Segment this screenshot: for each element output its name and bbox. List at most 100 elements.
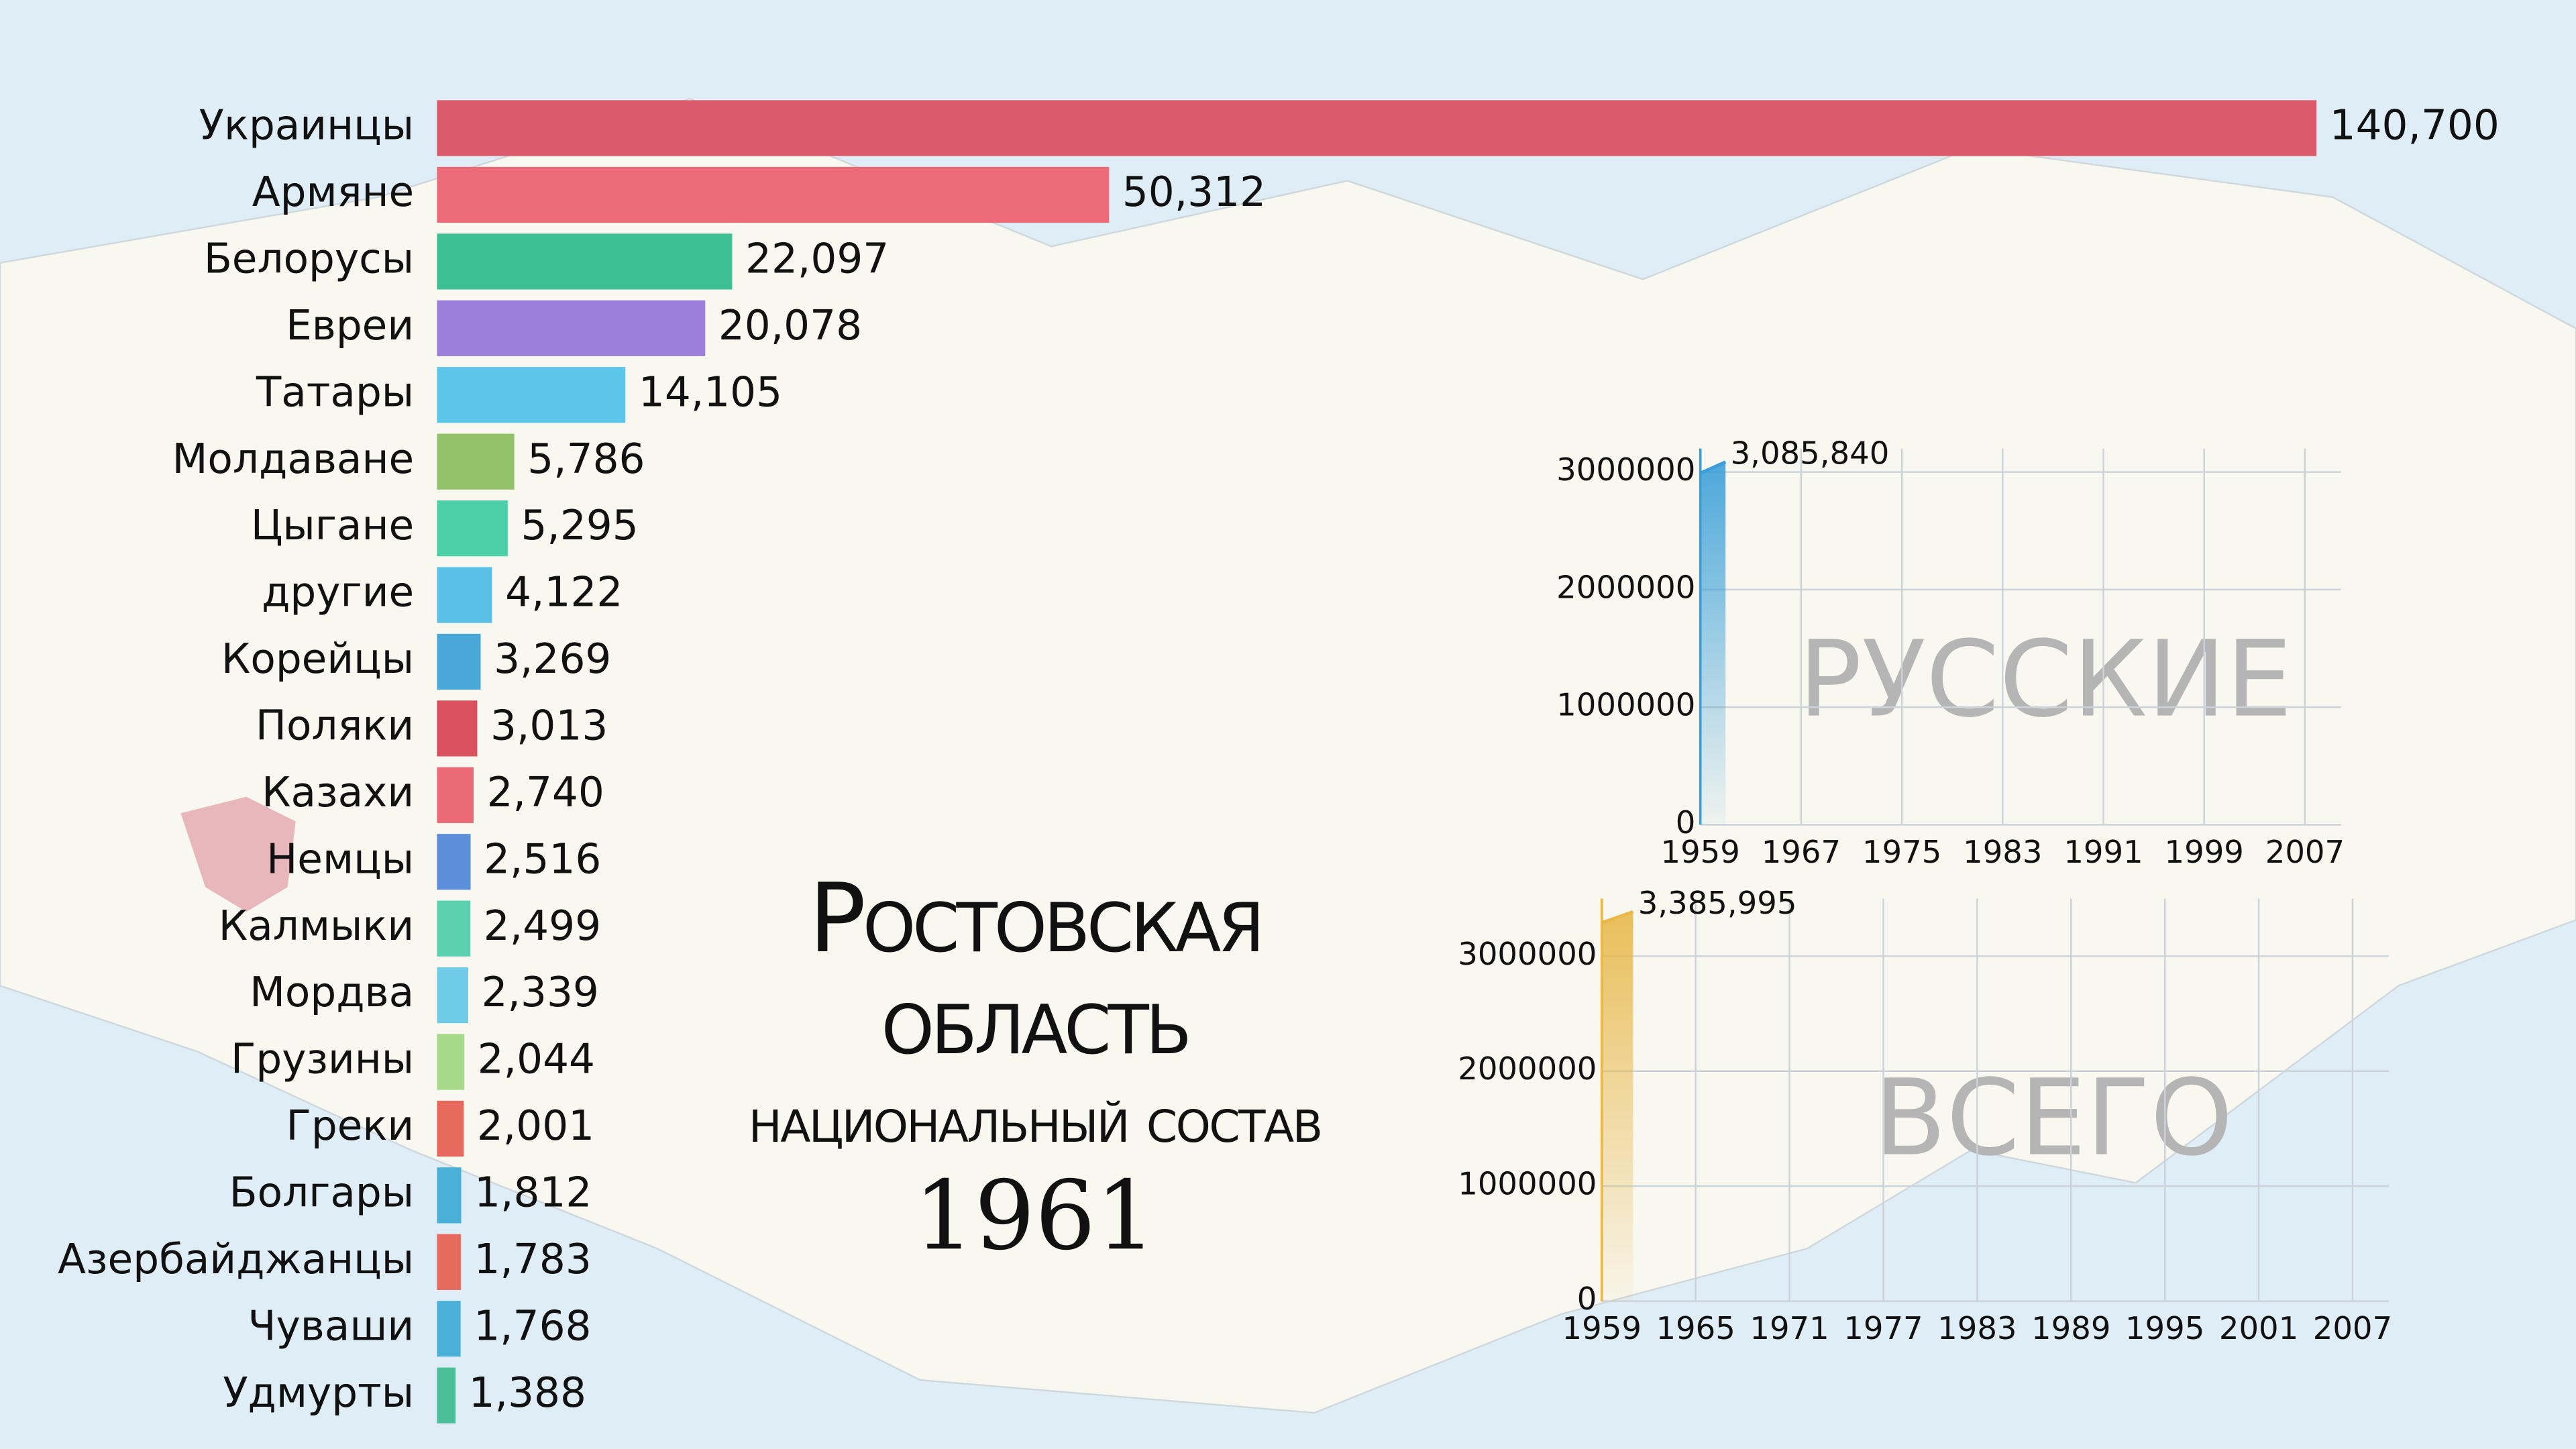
category-label: другие	[262, 569, 414, 616]
bar	[437, 834, 471, 890]
y-tick-label: 0	[1676, 804, 1696, 841]
line	[1699, 460, 1727, 475]
y-tick-label: 1000000	[1458, 1166, 1597, 1202]
category-label: Немцы	[266, 835, 414, 883]
map-land	[0, 97, 2576, 1414]
x-tick-label: 1983	[1937, 1310, 2017, 1346]
value-label: 20,078	[718, 302, 862, 350]
category-label: Евреи	[286, 302, 414, 350]
value-label: 14,105	[639, 368, 782, 416]
bar	[437, 300, 706, 356]
value-label: 1,768	[474, 1302, 591, 1350]
value-label: 3,385,995	[1638, 885, 1797, 921]
category-label: Молдаване	[172, 435, 415, 483]
category-label: Мордва	[250, 969, 414, 1016]
category-label: Армяне	[252, 168, 414, 216]
bar	[437, 233, 733, 290]
category-label: Грузины	[231, 1036, 414, 1083]
category-label: Украинцы	[199, 102, 414, 150]
title: Ростовская область	[808, 862, 1265, 1077]
bar	[437, 900, 471, 957]
category-label: Болгары	[229, 1169, 414, 1216]
value-label: 5,295	[521, 502, 638, 549]
watermark-title: РУССКИЕ	[1799, 619, 2292, 741]
category-label: Азербайджанцы	[58, 1236, 414, 1283]
bar	[437, 1367, 456, 1424]
x-tick-label: 1959	[1660, 834, 1739, 870]
value-label: 2,339	[482, 969, 599, 1016]
year: 1961	[914, 1159, 1157, 1272]
category-label: Поляки	[256, 702, 414, 749]
subtitle: национальный состав	[748, 1084, 1323, 1157]
value-label: 50,312	[1122, 168, 1266, 216]
x-tick-label: 2007	[2313, 1310, 2392, 1346]
value-label: 5,786	[527, 435, 645, 483]
value-label: 2,740	[487, 769, 604, 816]
value-label: 2,516	[484, 835, 601, 883]
x-tick-label: 1983	[1963, 834, 2042, 870]
watermark-title: ВСЕГО	[1874, 1057, 2233, 1179]
y-tick-label: 3000000	[1458, 936, 1597, 972]
y-tick-label: 2000000	[1458, 1051, 1597, 1087]
x-tick-label: 1989	[2031, 1310, 2110, 1346]
value-label: 2,044	[478, 1036, 595, 1083]
category-label: Татары	[256, 368, 414, 416]
x-tick-label: 1967	[1762, 834, 1841, 870]
category-label: Корейцы	[221, 635, 414, 683]
bar	[437, 1100, 464, 1157]
bar	[437, 500, 508, 557]
x-tick-label: 1991	[2063, 834, 2143, 870]
bar	[437, 1301, 461, 1357]
category-label: Белорусы	[204, 235, 414, 282]
x-tick-label: 1975	[1862, 834, 1941, 870]
bar	[437, 1034, 465, 1090]
bar	[437, 767, 474, 823]
map-region	[180, 796, 296, 912]
category-label: Цыгане	[251, 502, 414, 549]
x-tick-label: 1971	[1750, 1310, 1829, 1346]
value-label: 1,783	[474, 1236, 592, 1283]
category-label: Калмыки	[219, 902, 414, 950]
category-label: Чуваши	[248, 1302, 415, 1350]
category-label: Удмурты	[223, 1369, 414, 1417]
bar	[437, 967, 469, 1024]
value-label: 1,388	[469, 1369, 586, 1417]
value-label: 3,013	[490, 702, 608, 749]
x-tick-label: 2001	[2219, 1310, 2298, 1346]
area	[1700, 462, 1726, 825]
x-tick-label: 1977	[1843, 1310, 1923, 1346]
value-label: 3,269	[494, 635, 611, 683]
value-label: 2,001	[477, 1102, 594, 1150]
area	[1601, 912, 1633, 1301]
value-label: 1,812	[474, 1169, 592, 1216]
bar	[437, 700, 478, 757]
category-label: Казахи	[262, 769, 414, 816]
bar	[437, 567, 492, 623]
x-tick-label: 1995	[2125, 1310, 2204, 1346]
y-tick-label: 3000000	[1556, 451, 1695, 488]
value-label: 4,122	[505, 569, 623, 616]
bar	[437, 367, 626, 423]
line	[1601, 910, 1634, 924]
bar	[437, 433, 515, 490]
bar	[437, 1167, 462, 1224]
y-tick-label: 1000000	[1556, 687, 1695, 723]
value-label: 3,085,840	[1731, 435, 1890, 471]
bar	[437, 166, 1110, 223]
heading: Ростовская область национальный состав 1…	[641, 867, 1430, 1271]
bar	[437, 100, 2317, 156]
x-tick-label: 2007	[2265, 834, 2345, 870]
value-label: 22,097	[745, 235, 889, 282]
y-tick-label: 2000000	[1556, 569, 1695, 605]
value-label: 140,700	[2330, 102, 2500, 150]
bar	[437, 633, 481, 690]
x-tick-label: 1965	[1656, 1310, 1735, 1346]
x-tick-label: 1999	[2165, 834, 2244, 870]
category-label: Греки	[286, 1102, 415, 1150]
y-tick-label: 0	[1577, 1281, 1597, 1317]
value-label: 2,499	[484, 902, 601, 950]
bar	[437, 1234, 461, 1290]
